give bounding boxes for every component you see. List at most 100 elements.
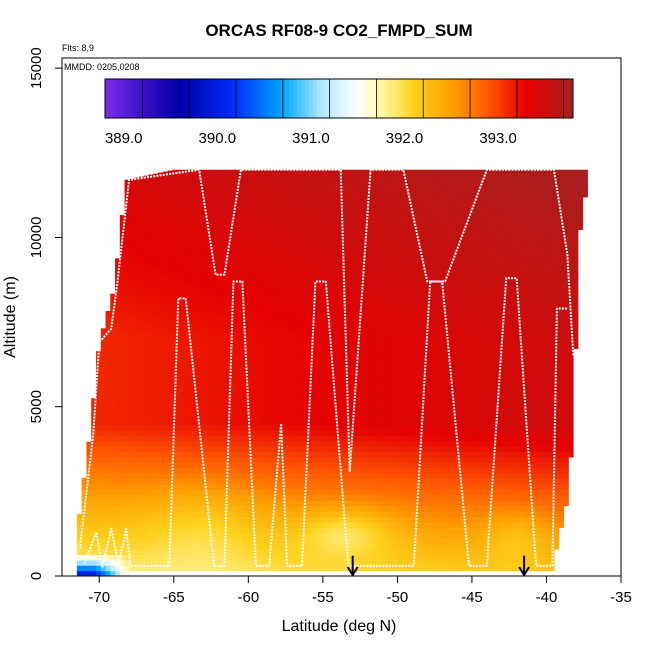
field-cell-4017 — [353, 218, 359, 225]
field-cell-2259 — [243, 521, 250, 528]
field-cell-1010 — [162, 473, 169, 480]
field-cell-2177 — [239, 565, 245, 572]
field-cell-3689 — [334, 391, 340, 398]
field-cell-2325 — [248, 565, 254, 572]
field-cell-352 — [119, 494, 126, 501]
field-cell-2373 — [248, 305, 254, 312]
field-cell-3678 — [334, 451, 340, 458]
field-cell-140 — [100, 521, 107, 528]
field-cell-2844 — [282, 559, 288, 566]
field-cell-4242 — [367, 202, 374, 209]
field-cell-2447 — [253, 305, 259, 312]
field-cell-4119 — [363, 467, 369, 474]
field-cell-1723 — [205, 218, 212, 225]
field-cell-1535 — [196, 435, 202, 442]
field-cell-4822 — [406, 267, 412, 274]
field-cell-2825 — [277, 261, 283, 268]
field-cell-3227 — [305, 489, 312, 496]
field-cell-2974 — [286, 256, 293, 263]
field-cell-3256 — [305, 332, 312, 339]
field-cell-779 — [148, 521, 154, 528]
field-cell-3716 — [334, 245, 340, 252]
field-cell-3992 — [353, 353, 359, 360]
field-cell-3655 — [329, 175, 336, 182]
field-cell-1904 — [220, 440, 226, 447]
field-cell-4557 — [391, 500, 398, 507]
field-cell-2692 — [267, 180, 274, 187]
field-cell-2017 — [224, 229, 231, 236]
field-cell-4010 — [353, 256, 359, 263]
field-cell-4698 — [401, 538, 407, 545]
field-cell-4106 — [363, 538, 369, 545]
field-cell-4425 — [382, 413, 388, 420]
field-cell-4105 — [363, 543, 369, 550]
field-cell-153 — [100, 451, 107, 458]
field-cell-1927 — [220, 315, 226, 322]
field-cell-2483 — [258, 511, 264, 518]
field-cell-3170 — [301, 397, 307, 404]
field-cell-1360 — [181, 180, 188, 187]
field-cell-3382 — [315, 451, 321, 458]
field-cell-1265 — [177, 294, 183, 301]
field-cell-3986 — [353, 386, 359, 393]
field-cell-3833 — [344, 413, 350, 420]
field-cell-16 — [81, 548, 88, 555]
field-cell-3708 — [334, 288, 340, 295]
field-cell-2909 — [282, 207, 288, 214]
field-cell-4894 — [410, 278, 417, 285]
field-cell-1321 — [181, 391, 188, 398]
field-cell-4683 — [396, 218, 402, 225]
field-cell-3688 — [334, 397, 340, 404]
field-cell-3638 — [329, 267, 336, 274]
field-cell-4293 — [372, 326, 379, 333]
field-cell-1822 — [215, 483, 221, 490]
field-cell-780 — [148, 516, 154, 523]
field-cell-2559 — [262, 500, 269, 507]
field-cell-998 — [162, 538, 169, 545]
field-cell-1323 — [181, 380, 188, 388]
field-cell-4208 — [367, 386, 374, 393]
field-cell-3718 — [334, 234, 340, 241]
field-cell-2168 — [234, 213, 240, 220]
field-cell-2735 — [272, 348, 278, 355]
field-cell-2870 — [282, 418, 288, 425]
field-cell-3048 — [291, 256, 297, 263]
field-cell-762 — [143, 218, 150, 225]
field-cell-2339 — [248, 489, 254, 496]
field-cell-3410 — [315, 299, 321, 306]
field-cell-4092 — [358, 213, 364, 220]
field-cell-833 — [148, 229, 154, 236]
field-cell-1172 — [172, 397, 178, 404]
field-cell-3924 — [348, 321, 355, 328]
field-cell-3579 — [324, 185, 331, 192]
field-cell-3496 — [320, 234, 326, 241]
field-cell-4706 — [401, 494, 407, 501]
field-cell-3635 — [329, 283, 336, 290]
field-cell-2523 — [258, 294, 264, 301]
field-cell-3499 — [320, 218, 326, 225]
field-cell-2936 — [286, 462, 293, 469]
field-cell-3440 — [320, 538, 326, 545]
field-cell-2669 — [267, 305, 274, 312]
field-cell-1812 — [215, 538, 221, 545]
field-cell-2103 — [234, 565, 240, 572]
field-cell-2678 — [267, 256, 274, 263]
field-cell-483 — [129, 543, 135, 550]
field-cell-4475 — [386, 543, 393, 550]
field-cell-1201 — [172, 240, 178, 247]
field-cell-721 — [143, 440, 150, 447]
field-cell-45 — [86, 494, 92, 501]
field-cell-814 — [148, 332, 154, 339]
field-cell-367 — [119, 413, 126, 420]
field-cell-3968 — [353, 483, 359, 490]
field-cell-884 — [153, 353, 159, 360]
field-cell-2042 — [229, 494, 235, 501]
field-cell-4770 — [406, 548, 412, 555]
field-cell-3047 — [291, 261, 297, 268]
field-cell-1283 — [177, 196, 183, 203]
field-cell-3908 — [348, 408, 355, 415]
field-cell-2011 — [224, 261, 231, 268]
field-cell-467 — [124, 234, 130, 241]
field-cell-4600 — [391, 267, 398, 274]
field-cell-1807 — [215, 565, 221, 572]
